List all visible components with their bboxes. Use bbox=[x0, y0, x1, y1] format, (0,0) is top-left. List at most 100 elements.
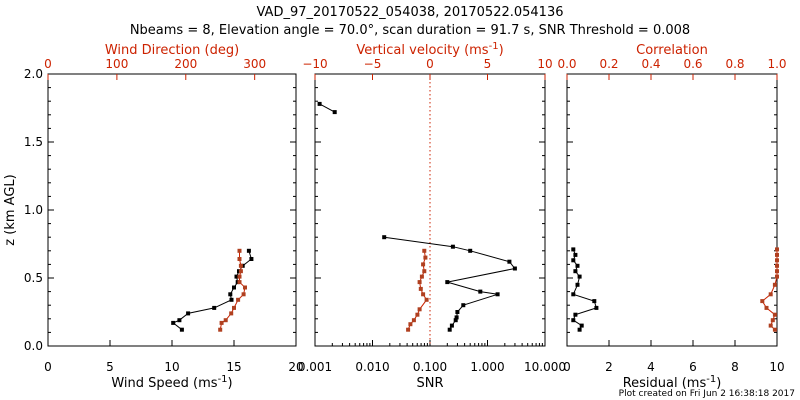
x-top-tick-label: 200 bbox=[174, 57, 197, 71]
data-point bbox=[422, 248, 427, 253]
data-point bbox=[573, 269, 578, 274]
data-point bbox=[421, 262, 426, 267]
y-tick-label: 1.0 bbox=[24, 203, 43, 217]
data-point bbox=[418, 286, 423, 291]
data-point bbox=[415, 312, 420, 317]
data-point bbox=[223, 318, 228, 323]
data-point bbox=[229, 311, 234, 316]
x-bottom-tick-label: 8 bbox=[731, 360, 739, 374]
data-point bbox=[445, 280, 450, 285]
x-top-tick-label: 0 bbox=[426, 57, 434, 71]
data-point bbox=[573, 312, 578, 317]
x-bottom-axis-title: Wind Speed (ms-1) bbox=[111, 374, 232, 391]
data-point bbox=[228, 292, 233, 297]
x-bottom-tick-label: 0.100 bbox=[413, 360, 447, 374]
data-point bbox=[468, 248, 473, 253]
plot-created-footer: Plot created on Fri Jun 2 16:38:18 2017 bbox=[619, 389, 795, 399]
x-bottom-tick-label: 6 bbox=[689, 360, 697, 374]
data-point bbox=[592, 299, 597, 304]
data-point bbox=[594, 305, 599, 310]
data-point bbox=[512, 266, 517, 271]
x-bottom-tick-label: 15 bbox=[226, 360, 241, 374]
data-point bbox=[179, 327, 184, 332]
x-bottom-tick-label: 2 bbox=[605, 360, 613, 374]
data-point bbox=[219, 320, 224, 325]
series-line bbox=[172, 250, 252, 331]
data-point bbox=[246, 248, 251, 253]
data-point bbox=[770, 318, 775, 323]
data-point bbox=[417, 307, 422, 312]
data-point bbox=[447, 327, 452, 332]
data-point bbox=[186, 311, 191, 316]
x-top-tick-label: 5 bbox=[484, 57, 492, 71]
series-line bbox=[319, 103, 335, 113]
x-top-tick-label: 0.2 bbox=[599, 57, 618, 71]
x-bottom-tick-label: 4 bbox=[647, 360, 655, 374]
data-point bbox=[332, 110, 337, 115]
data-point bbox=[768, 292, 773, 297]
panel-snr: 0.001 0.010 0.100 1.000 10.000 −10 −5 0 5 10 SNR Ve… bbox=[298, 41, 566, 391]
x-top-tick-label: −5 bbox=[364, 57, 382, 71]
data-point bbox=[571, 258, 576, 263]
x-bottom-tick-label: 10 bbox=[769, 360, 784, 374]
data-point bbox=[449, 323, 454, 328]
data-point bbox=[450, 244, 455, 249]
y-tick-label: 0.0 bbox=[24, 339, 43, 353]
x-top-axis-title: Vertical velocity (ms-1) bbox=[356, 41, 503, 58]
series-line bbox=[572, 249, 598, 330]
x-bottom-tick-label: 1.000 bbox=[470, 360, 504, 374]
data-point bbox=[775, 247, 779, 252]
data-point bbox=[238, 269, 243, 274]
x-top-axis-title: Wind Direction (deg) bbox=[105, 43, 239, 58]
data-point bbox=[453, 318, 458, 323]
data-point bbox=[772, 312, 777, 317]
data-point bbox=[177, 318, 182, 323]
data-point bbox=[241, 292, 246, 297]
data-point bbox=[237, 280, 242, 285]
x-top-tick-label: 0.4 bbox=[641, 57, 660, 71]
data-point bbox=[775, 263, 779, 268]
data-point bbox=[232, 285, 236, 290]
x-bottom-axis-title: SNR bbox=[416, 376, 443, 391]
data-point bbox=[577, 327, 582, 332]
x-bottom-tick-label: 20 bbox=[288, 360, 303, 374]
x-top-tick-label: 1.0 bbox=[767, 57, 786, 71]
data-point bbox=[577, 274, 582, 279]
data-point bbox=[760, 299, 765, 304]
data-point bbox=[238, 263, 243, 268]
data-point bbox=[237, 248, 242, 253]
data-point bbox=[212, 305, 217, 310]
y-tick-label: 1.5 bbox=[24, 135, 43, 149]
data-point bbox=[419, 274, 424, 279]
data-point bbox=[229, 297, 234, 302]
data-point bbox=[478, 289, 483, 294]
data-point bbox=[243, 285, 247, 290]
data-point bbox=[411, 318, 416, 323]
x-top-tick-label: 300 bbox=[243, 57, 266, 71]
y-axis-title: z (km AGL) bbox=[3, 174, 18, 245]
x-bottom-tick-label: 10.000 bbox=[524, 360, 566, 374]
x-bottom-axis-title: Residual (ms-1) bbox=[623, 374, 722, 391]
x-top-tick-label: 0.6 bbox=[683, 57, 702, 71]
data-point bbox=[764, 305, 769, 310]
data-point bbox=[218, 327, 223, 332]
panel-residual: 0 2 4 6 8 10 0.0 0.2 0.4 0.6 0.8 1.0 Residual (ms-1)… bbox=[557, 43, 786, 391]
data-point bbox=[406, 327, 411, 332]
x-top-tick-label: 10 bbox=[537, 57, 552, 71]
series-line bbox=[384, 236, 516, 330]
data-point bbox=[571, 247, 576, 252]
data-point bbox=[237, 274, 242, 279]
x-top-tick-label: 0.8 bbox=[725, 57, 744, 71]
x-bottom-tick-label: 0 bbox=[563, 360, 571, 374]
data-point bbox=[455, 310, 460, 314]
data-point bbox=[421, 292, 426, 297]
data-point bbox=[236, 297, 241, 302]
figure-title-line2: Nbeams = 8, Elevation angle = 70.0°, sca… bbox=[130, 23, 690, 38]
x-top-tick-label: 0.0 bbox=[557, 57, 576, 71]
data-point bbox=[454, 315, 459, 320]
x-bottom-tick-label: 10 bbox=[164, 360, 179, 374]
data-point bbox=[775, 258, 779, 263]
data-point bbox=[573, 252, 578, 257]
